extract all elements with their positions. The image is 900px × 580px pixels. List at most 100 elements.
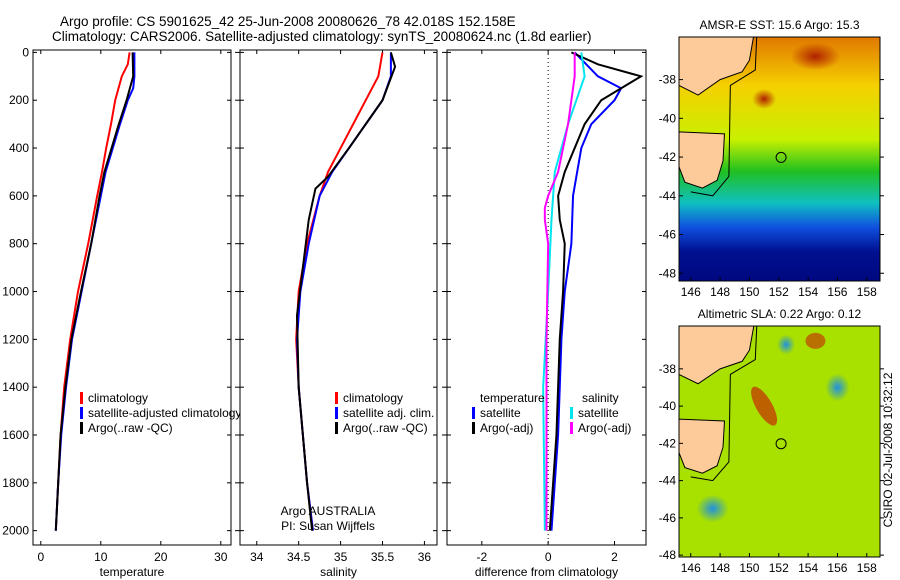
x-tick-label: 34 (250, 550, 264, 564)
lon-tick-label: 156 (827, 561, 847, 575)
legend-swatch (335, 407, 338, 419)
lat-tick-label: -44 (659, 474, 677, 488)
mainland-australia (679, 37, 754, 96)
tasmania (679, 418, 726, 474)
shelf-contour (690, 37, 758, 197)
y-tick-label: 400 (9, 141, 29, 155)
plot-frame (32, 49, 232, 546)
legend-label: climatology (88, 391, 148, 405)
y-tick-label: 1200 (2, 332, 29, 346)
lon-tick-label: 146 (681, 561, 701, 575)
legend-swatch (335, 392, 338, 404)
legend-label: climatology (343, 391, 403, 405)
series-line-salinity-argo-adj- (543, 52, 576, 531)
map-title: Altimetric SLA: 0.22 Argo: 0.12 (698, 307, 862, 321)
negative-anomaly (825, 373, 850, 402)
warm-eddy (752, 88, 777, 109)
argo-position-marker (775, 438, 787, 450)
annotation: Argo AUSTRALIA (281, 504, 376, 518)
mainland-australia (679, 326, 755, 385)
legend-label: Argo(-adj) (480, 421, 533, 435)
lat-tick-label: -40 (659, 111, 677, 125)
lat-tick-label: -42 (659, 436, 677, 450)
x-tick-label: 0 (545, 550, 552, 564)
map-frame (678, 36, 881, 282)
map-title: AMSR-E SST: 15.6 Argo: 15.3 (699, 18, 859, 32)
legend-swatch (472, 407, 475, 419)
legend-label: Argo(..raw -QC) (88, 421, 173, 435)
lon-tick-label: 146 (681, 285, 701, 299)
legend-group-title: salinity (582, 391, 619, 405)
x-tick-label: 20 (154, 550, 168, 564)
y-tick-label: 1400 (2, 380, 29, 394)
shelf-contour (690, 326, 758, 482)
map-frame (678, 325, 881, 558)
x-tick-label: -2 (476, 550, 487, 564)
sla-map: Altimetric SLA: 0.22 Argo: 0.12 146 148 150… (659, 307, 884, 575)
x-tick-label: 36 (418, 550, 432, 564)
series-line-temperature-argo-adj- (548, 51, 644, 531)
legend-swatch (80, 392, 83, 404)
lon-tick-label: 156 (827, 285, 847, 299)
lon-tick-label: 150 (739, 561, 759, 575)
legend-label: Argo(-adj) (578, 421, 631, 435)
legend-label: satellite (578, 406, 619, 420)
lon-tick-label: 158 (857, 285, 877, 299)
lat-tick-label: -46 (659, 228, 677, 242)
x-axis-label: salinity (320, 565, 357, 579)
annotation: PI: Susan Wijffels (281, 519, 375, 533)
positive-anomaly (805, 332, 826, 349)
y-tick-label: 2000 (2, 524, 29, 538)
legend-swatch (570, 422, 573, 434)
x-tick-label: 2 (611, 550, 618, 564)
lon-tick-label: 152 (769, 561, 789, 575)
legend-label: satellite adj. clim. (343, 406, 434, 420)
positive-anomaly (751, 386, 778, 426)
plot-frame (239, 49, 438, 546)
legend-label: satellite (480, 406, 521, 420)
legend-swatch (80, 422, 83, 434)
series-line-salinity-satellite (542, 52, 586, 531)
y-tick-label: 600 (9, 189, 29, 203)
lat-tick-label: -42 (659, 150, 677, 164)
y-tick-label: 800 (9, 237, 29, 251)
y-tick-label: 1000 (2, 285, 29, 299)
x-axis-label: difference from climatology (475, 565, 618, 579)
tasmania (679, 131, 726, 189)
series-line-argo-raw-qc- (54, 52, 135, 531)
x-tick-label: 30 (214, 550, 228, 564)
lon-tick-label: 148 (710, 285, 730, 299)
x-tick-label: 35.5 (371, 550, 395, 564)
lon-tick-label: 150 (739, 285, 759, 299)
x-axis-label: temperature (100, 565, 165, 579)
title-line-1: Argo profile: CS 5901625_42 25-Jun-2008 … (60, 14, 516, 29)
temp-panel: 0 10 20 30 0 200 400 600 800 1000 1200 1400 1600 1800… (2, 45, 241, 579)
lon-tick-label: 158 (857, 561, 877, 575)
y-tick-label: 0 (22, 45, 29, 59)
negative-anomaly (777, 334, 796, 355)
title-line-2: Climatology: CARS2006. Satellite-adjuste… (52, 29, 592, 44)
y-tick-label: 200 (9, 93, 29, 107)
legend-swatch (80, 407, 83, 419)
series-line-argo-raw-qc- (296, 52, 397, 531)
lon-tick-label: 154 (798, 561, 818, 575)
legend-swatch (570, 407, 573, 419)
lon-tick-label: 148 (710, 561, 730, 575)
lon-tick-label: 154 (798, 285, 818, 299)
legend-label: Argo(..raw -QC) (343, 421, 428, 435)
legend-group-title: temperature (480, 391, 545, 405)
csiro-timestamp: CSIRO 02-Jul-2008 10:32:12 (881, 372, 895, 527)
x-tick-label: 10 (94, 550, 108, 564)
y-tick-label: 1800 (2, 476, 29, 490)
x-tick-label: 35 (334, 550, 348, 564)
argo-position-marker (775, 151, 787, 163)
lat-tick-label: -46 (659, 511, 677, 525)
sst-map: AMSR-E SST: 15.6 Argo: 15.3 146 148 150 152 1… (659, 18, 884, 299)
legend-swatch (335, 422, 338, 434)
sal-panel: 34 34.5 35 35.5 36 salinity climatologysatelli… (235, 49, 438, 579)
y-tick-label: 1600 (2, 428, 29, 442)
lon-tick-label: 152 (769, 285, 789, 299)
